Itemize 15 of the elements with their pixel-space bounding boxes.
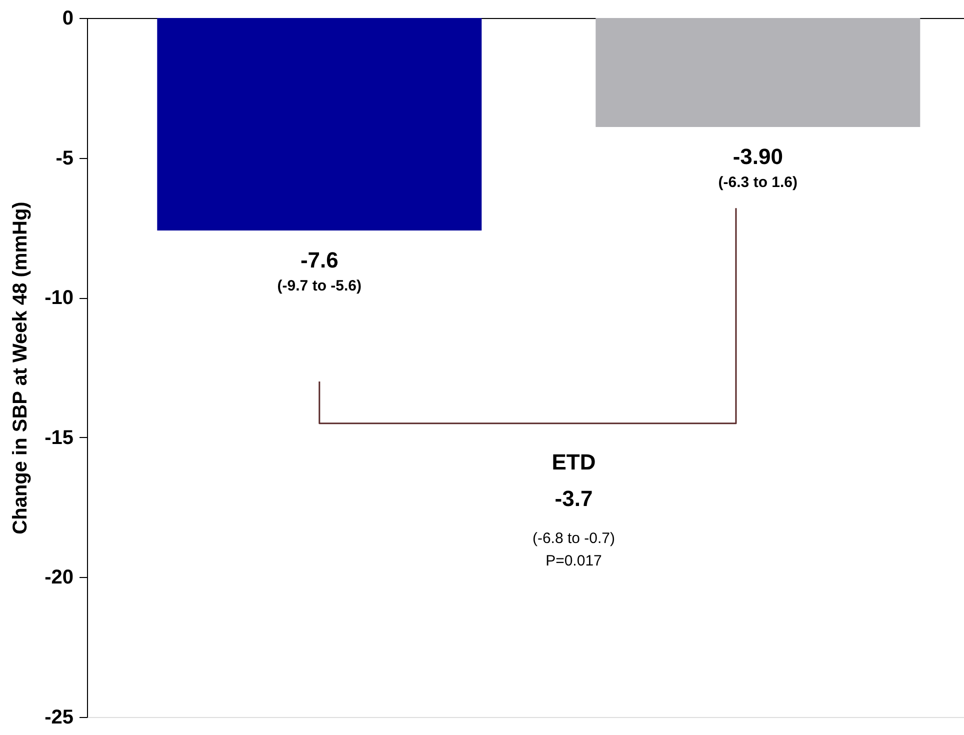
annotation: (-9.7 to -5.6) bbox=[277, 277, 362, 294]
y-axis-title: Change in SBP at Week 48 (mmHg) bbox=[10, 202, 32, 534]
annotation: ETD bbox=[552, 450, 596, 475]
y-tick-label: -25 bbox=[44, 706, 74, 728]
y-tick-label: 0 bbox=[62, 8, 74, 30]
annotation: (-6.8 to -0.7) bbox=[532, 530, 616, 548]
data-label: -3.90 bbox=[732, 144, 783, 170]
y-tick-label: -15 bbox=[44, 426, 74, 449]
y-tick-label: -20 bbox=[44, 566, 74, 589]
data-label: -7.6 bbox=[300, 247, 338, 272]
annotation: (-6.3 to 1.6) bbox=[718, 174, 798, 192]
annotation: P=0.017 bbox=[546, 552, 602, 570]
y-tick-label: -10 bbox=[44, 287, 74, 310]
annotation: -3.7 bbox=[554, 486, 593, 511]
y-tick-label: -5 bbox=[56, 147, 74, 170]
